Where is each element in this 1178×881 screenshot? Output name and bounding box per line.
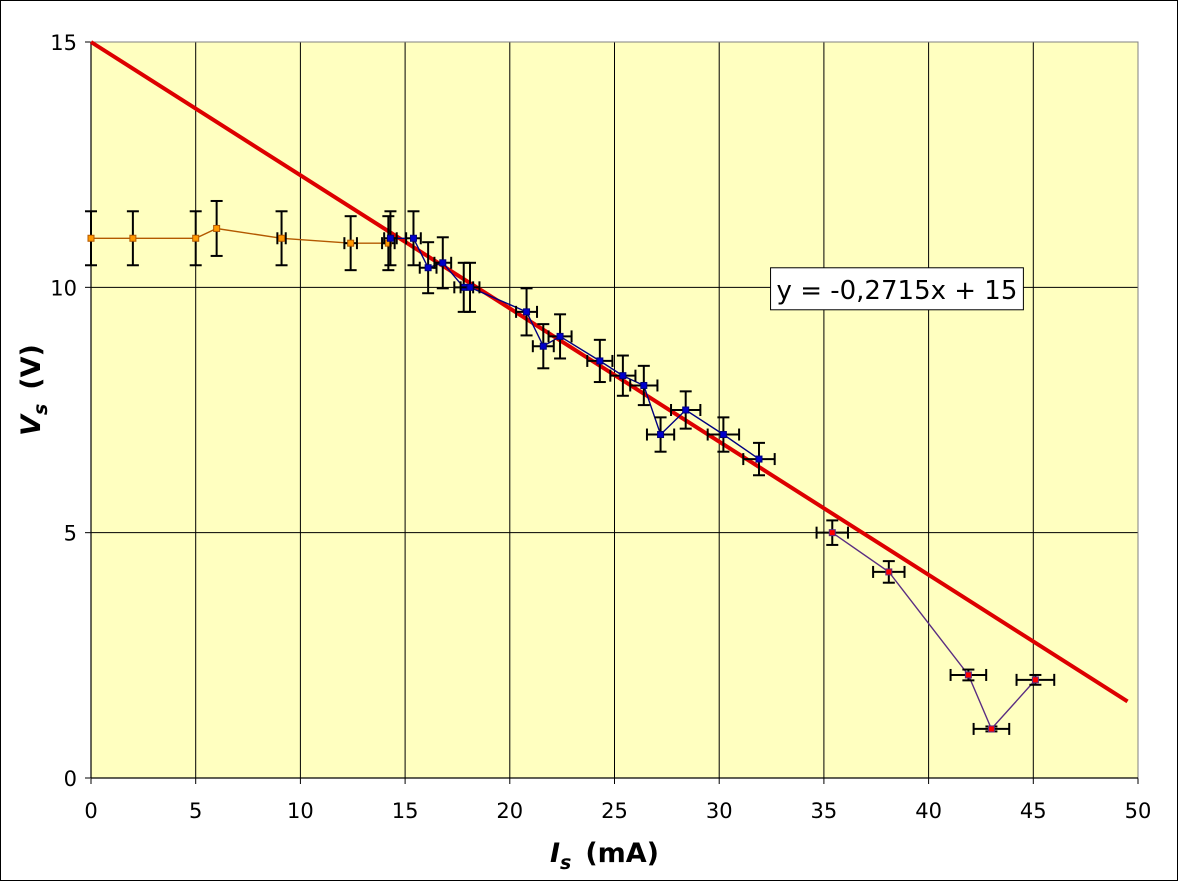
x-tick-label: 20 [496,799,523,823]
data-point [347,239,355,247]
data-point [828,529,836,537]
x-tick-label: 50 [1125,799,1152,823]
data-point [87,234,95,242]
x-axis-title-sub: s [560,852,571,874]
x-tick-label: 15 [392,799,419,823]
data-point [640,381,648,389]
data-point [657,431,665,439]
y-tick-label: 5 [64,522,77,546]
x-tick-label: 45 [1020,799,1047,823]
data-point [556,332,564,340]
data-point [129,234,137,242]
x-tick-label: 35 [811,799,838,823]
series-layer [85,199,1056,735]
fit-line-layer [89,40,1129,704]
y-tick-label: 0 [64,767,77,791]
equation-annotation: y = -0,2715x + 15 [770,267,1024,311]
data-point [424,264,432,272]
data-point [987,725,995,733]
data-point [682,406,690,414]
x-tick-labels: 0 5 10 15 20 25 30 35 40 45 50 [84,799,1151,823]
series-line [390,237,760,460]
data-point [885,568,893,576]
data-point [596,357,604,365]
x-tick-label: 30 [706,799,733,823]
x-tick-label: 5 [189,799,202,823]
data-point [523,308,531,316]
equation-text: y = -0,2715x + 15 [777,276,1018,306]
x-axis-title: Is (mA) [550,838,659,874]
x-axis-title-unit: (mA) [585,838,659,869]
data-point [964,671,972,679]
data-point [466,283,474,291]
data-point [439,259,447,267]
y-tick-label: 15 [50,31,77,55]
x-tick-label: 0 [84,799,97,823]
series-3 [815,519,1056,735]
y-tick-label: 10 [50,276,77,300]
x-axis-title-main: I [550,838,560,869]
y-axis-title-sub: s [30,404,52,415]
data-point [1031,676,1039,684]
y-axis-title-unit: (V) [16,344,47,390]
x-tick-label: 10 [287,799,314,823]
data-point [619,372,627,380]
x-tick-label: 25 [601,799,628,823]
y-tick-labels: 0 5 10 15 [50,31,77,791]
series-2 [383,210,776,477]
data-point [192,234,200,242]
y-axis-title: Vs (V) [16,344,52,436]
data-point [755,455,763,463]
data-point [719,431,727,439]
data-point [278,234,286,242]
equation-box [770,267,1024,311]
data-point [409,234,417,242]
error-bar [515,287,539,337]
y-axis-title-main: V [16,413,47,436]
data-point [213,224,221,232]
data-point [386,234,394,242]
axes [85,41,1139,784]
data-point [539,342,547,350]
x-tick-label: 40 [915,799,942,823]
fit-line [89,40,1129,704]
